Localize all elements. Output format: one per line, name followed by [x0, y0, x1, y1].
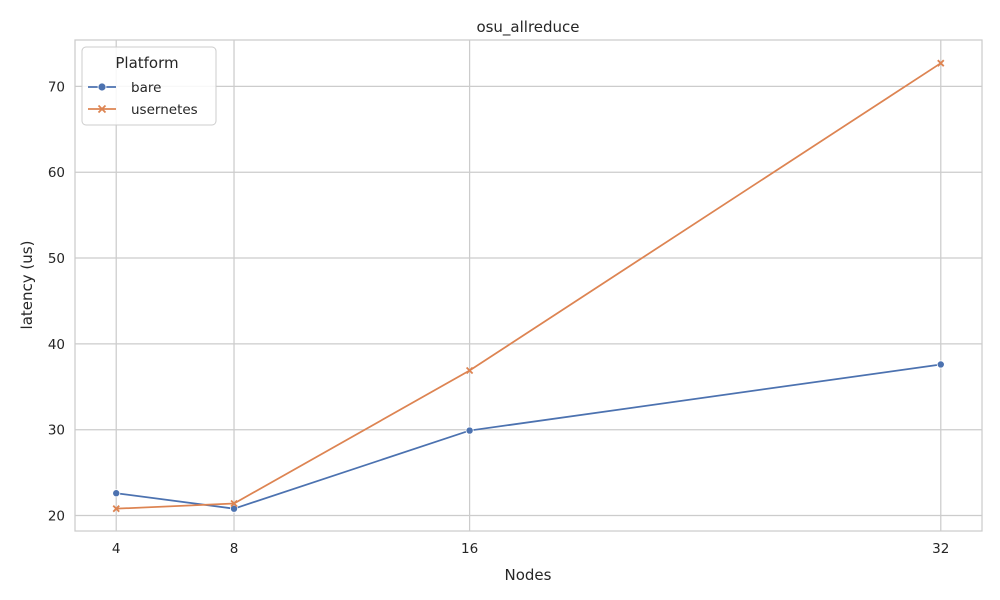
series-lines	[116, 62, 942, 510]
legend-title: Platform	[115, 54, 178, 72]
x-tick-label: 32	[932, 541, 949, 557]
x-tick-label: 16	[461, 541, 478, 557]
x-tick-labels: 4 8 16 32	[112, 541, 949, 557]
series-line-bare	[116, 363, 941, 510]
y-tick-label: 20	[48, 509, 65, 525]
plot-frame	[74, 39, 983, 532]
legend-marker-bare	[97, 82, 107, 92]
x-tick-label: 8	[230, 541, 239, 557]
data-point-usernetes	[465, 366, 474, 375]
data-point-usernetes	[112, 505, 120, 513]
series-markers	[112, 59, 945, 513]
data-point-bare	[465, 426, 474, 435]
chart-title: osu_allreduce	[476, 18, 579, 37]
grid-lines	[75, 40, 982, 531]
y-tick-label: 50	[48, 251, 65, 267]
series-line-usernetes	[116, 62, 942, 510]
legend-box	[81, 46, 217, 126]
y-tick-labels: 20 30 40 50 60 70	[48, 79, 65, 524]
y-tick-label: 60	[48, 165, 65, 181]
y-tick-label: 70	[48, 79, 65, 95]
data-point-bare	[112, 489, 121, 498]
plot-background	[75, 40, 982, 531]
y-tick-label: 30	[48, 423, 65, 439]
data-point-bare	[230, 504, 239, 513]
legend-marker-usernetes	[97, 104, 107, 114]
data-point-usernetes	[937, 59, 945, 67]
y-axis-label: latency (us)	[18, 241, 36, 330]
y-tick-label: 40	[48, 337, 65, 353]
data-point-usernetes	[230, 499, 238, 508]
x-axis-label: Nodes	[505, 566, 552, 584]
x-tick-label: 4	[112, 541, 121, 557]
legend: Platform bare usernetes	[81, 46, 217, 126]
legend-label-usernetes: usernetes	[131, 102, 198, 118]
data-point-bare	[936, 360, 945, 369]
legend-label-bare: bare	[131, 80, 161, 96]
